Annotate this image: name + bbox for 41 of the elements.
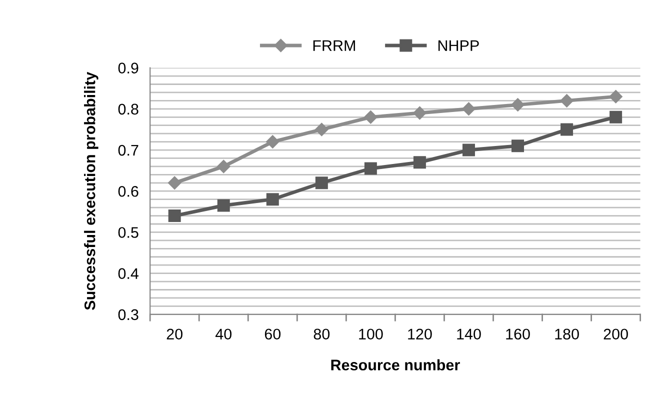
point [168,176,182,190]
y-tick-label: 0.8 [118,104,138,115]
point [266,193,279,206]
point [364,162,377,175]
y-tick-label: 0.6 [118,186,138,197]
x-tick-label: 120 [408,328,432,340]
point [560,123,574,136]
point [168,210,181,222]
x-tick-label: 80 [314,328,330,340]
point [315,176,328,190]
y-tick-label: 0.5 [118,227,138,238]
y-tick-label: 0.9 [118,62,138,74]
x-tick-label: 180 [555,328,579,340]
point [315,122,328,136]
x-tick-label: 60 [264,328,281,340]
point [364,110,378,124]
point [217,199,230,212]
y-tick-label: 0.7 [118,144,138,156]
x-tick-label: 40 [215,328,232,340]
point [560,94,574,108]
legend-label: NHPP [438,40,479,51]
point [413,106,426,120]
x-axis-title: Resource number [331,359,460,370]
x-tick-label: 200 [604,328,628,340]
x-tick-label: 20 [166,328,182,340]
point [511,98,524,112]
point [462,144,475,156]
point [609,90,622,104]
point [462,102,476,116]
point [266,135,280,148]
y-tick-label: 0.4 [118,268,139,279]
point [413,156,426,169]
x-tick-label: 100 [359,328,383,340]
y-axis-title: Successful execution probability [84,72,98,310]
point [217,160,230,174]
x-tick-label: 160 [506,328,530,340]
y-tick-label: 0.3 [118,309,138,320]
x-tick-label: 140 [457,328,481,340]
point [512,140,524,152]
point [610,110,622,124]
legend-label: FRRM [313,40,355,51]
